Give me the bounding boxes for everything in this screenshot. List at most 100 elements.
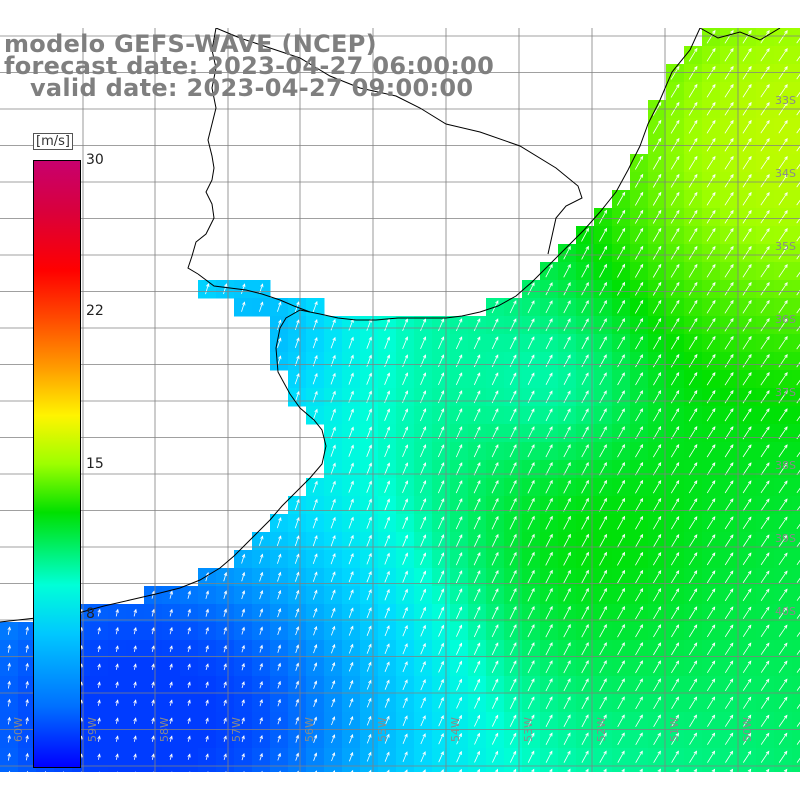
wind-arrow-head	[783, 750, 788, 755]
wind-arrow-head	[693, 462, 698, 467]
wind-arrow-head	[549, 714, 553, 719]
wind-arrow-head	[440, 696, 444, 701]
wind-arrow-head	[368, 372, 372, 377]
wind-arrow	[760, 661, 770, 673]
wind-arrow-head	[784, 102, 788, 107]
wind-arrow-head	[549, 768, 553, 772]
wind-arrow	[312, 590, 318, 600]
wind-arrow-head	[693, 101, 698, 106]
wind-arrow-head	[693, 209, 698, 214]
wind-arrow-head	[784, 48, 788, 53]
wind-arrow-head	[259, 608, 264, 613]
wind-arrow	[491, 661, 499, 673]
wind-arrow	[581, 552, 589, 566]
wind-arrow	[349, 698, 353, 708]
wind-arrow	[331, 662, 335, 672]
wind-arrow	[599, 660, 607, 674]
wind-arrow-head	[603, 336, 607, 341]
wind-arrow	[670, 120, 680, 134]
wind-arrow	[688, 498, 698, 512]
wind-map[interactable]	[0, 28, 800, 772]
wind-arrow-head	[585, 533, 589, 538]
wind-arrow	[652, 264, 662, 278]
wind-arrow	[581, 498, 589, 512]
wind-arrow-head	[585, 318, 589, 323]
wind-arrow	[169, 627, 173, 635]
wind-arrow	[724, 408, 734, 422]
wind-arrow-head	[278, 337, 282, 342]
wind-arrow	[742, 84, 752, 98]
wind-arrow-head	[603, 605, 607, 610]
wind-arrow	[527, 516, 535, 530]
wind-arrow-head	[133, 753, 137, 758]
wind-arrow-head	[459, 462, 463, 467]
wind-arrow-head	[25, 680, 29, 685]
wind-arrow	[169, 682, 173, 688]
wind-arrow-head	[766, 480, 770, 485]
wind-arrow-head	[693, 606, 698, 611]
wind-arrow-head	[531, 282, 535, 287]
wind-arrow-head	[513, 551, 517, 556]
wind-cell	[792, 406, 800, 425]
wind-arrow-head	[404, 462, 408, 467]
wind-arrow-head	[783, 660, 788, 665]
wind-arrow-head	[459, 516, 463, 521]
wind-arrow	[760, 534, 770, 548]
wind-arrow	[617, 282, 625, 296]
wind-arrow-head	[711, 390, 716, 395]
wind-arrow	[26, 717, 28, 725]
wind-arrow	[635, 408, 643, 422]
wind-arrow-head	[386, 408, 390, 413]
wind-arrow	[796, 757, 800, 763]
wind-arrow	[652, 192, 662, 206]
wind-arrow-head	[657, 317, 662, 322]
wind-arrow-head	[585, 227, 589, 232]
wind-arrow-head	[747, 534, 752, 539]
wind-arrow-head	[639, 155, 644, 160]
wind-arrow-head	[386, 679, 390, 684]
wind-arrow	[331, 680, 335, 690]
wind-arrow-head	[350, 390, 354, 395]
wind-arrow-head	[404, 643, 408, 648]
wind-arrow-head	[386, 444, 390, 449]
wind-arrow-head	[8, 770, 11, 772]
wind-cell	[666, 766, 685, 772]
wind-cell	[216, 766, 235, 772]
wind-arrow-head	[766, 282, 770, 286]
wind-arrow-head	[585, 461, 589, 467]
wind-arrow-head	[693, 119, 698, 124]
wind-arrow-head	[657, 119, 662, 124]
wind-arrow-head	[314, 589, 318, 594]
wind-arrow-head	[639, 732, 643, 737]
wind-arrow	[670, 552, 680, 566]
wind-arrow-head	[567, 696, 571, 701]
longitude-label: 55W	[376, 717, 389, 742]
wind-arrow-head	[784, 354, 788, 359]
wind-arrow	[241, 302, 245, 312]
wind-arrow	[688, 300, 698, 314]
wind-arrow-head	[639, 245, 644, 250]
wind-cell	[288, 766, 307, 772]
wind-arrow	[491, 552, 499, 566]
wind-arrow	[724, 300, 734, 314]
wind-arrow	[760, 264, 770, 278]
wind-arrow	[634, 282, 644, 296]
wind-arrow	[688, 354, 698, 368]
wind-arrow	[473, 552, 481, 566]
wind-cell	[522, 766, 541, 772]
wind-arrow-head	[531, 479, 535, 484]
wind-arrow-head	[675, 137, 680, 142]
wind-arrow	[366, 319, 372, 331]
wind-arrow	[532, 769, 535, 772]
wind-arrow-head	[296, 535, 300, 540]
wind-arrow	[402, 408, 408, 422]
wind-arrow-head	[386, 661, 390, 666]
wind-arrow	[563, 318, 571, 332]
wind-arrow	[420, 589, 426, 601]
wind-arrow	[26, 753, 28, 761]
wind-arrow	[133, 700, 137, 706]
wind-arrow-head	[730, 372, 734, 376]
wind-arrow	[277, 302, 281, 312]
wind-arrow-head	[531, 569, 535, 574]
wind-arrow-head	[621, 696, 625, 701]
